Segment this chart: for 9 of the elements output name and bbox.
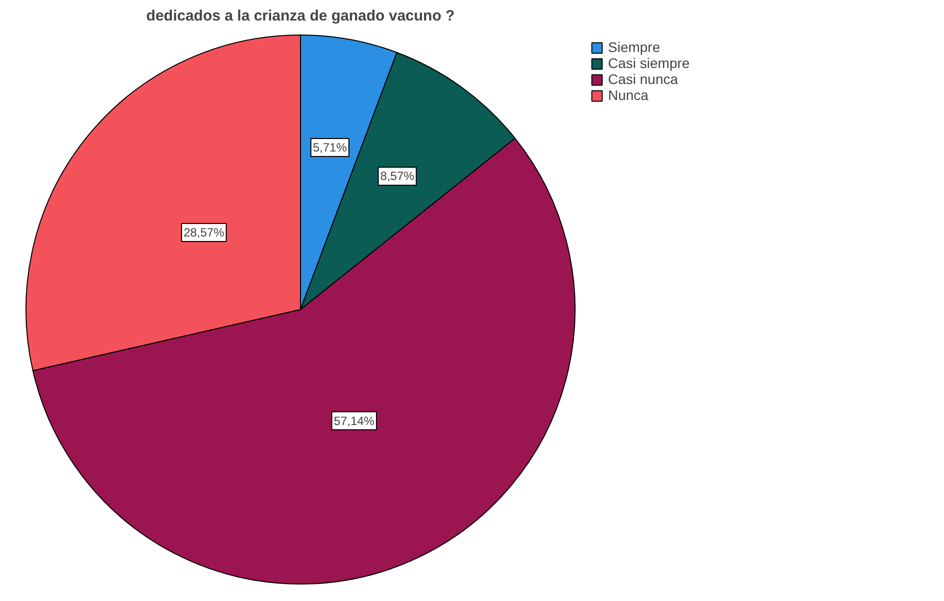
data-label: 57,14% bbox=[334, 414, 375, 428]
data-label: 28,57% bbox=[184, 225, 225, 240]
data-label: 8,57% bbox=[380, 169, 415, 184]
legend-label: Siempre bbox=[608, 39, 660, 55]
chart-title: dedicados a la crianza de ganado vacuno ? bbox=[146, 8, 455, 24]
legend-label: Casi nunca bbox=[608, 71, 678, 87]
legend-label: Casi siempre bbox=[608, 55, 690, 71]
data-label: 5,71% bbox=[312, 140, 348, 154]
legend-label: Nunca bbox=[608, 87, 648, 103]
